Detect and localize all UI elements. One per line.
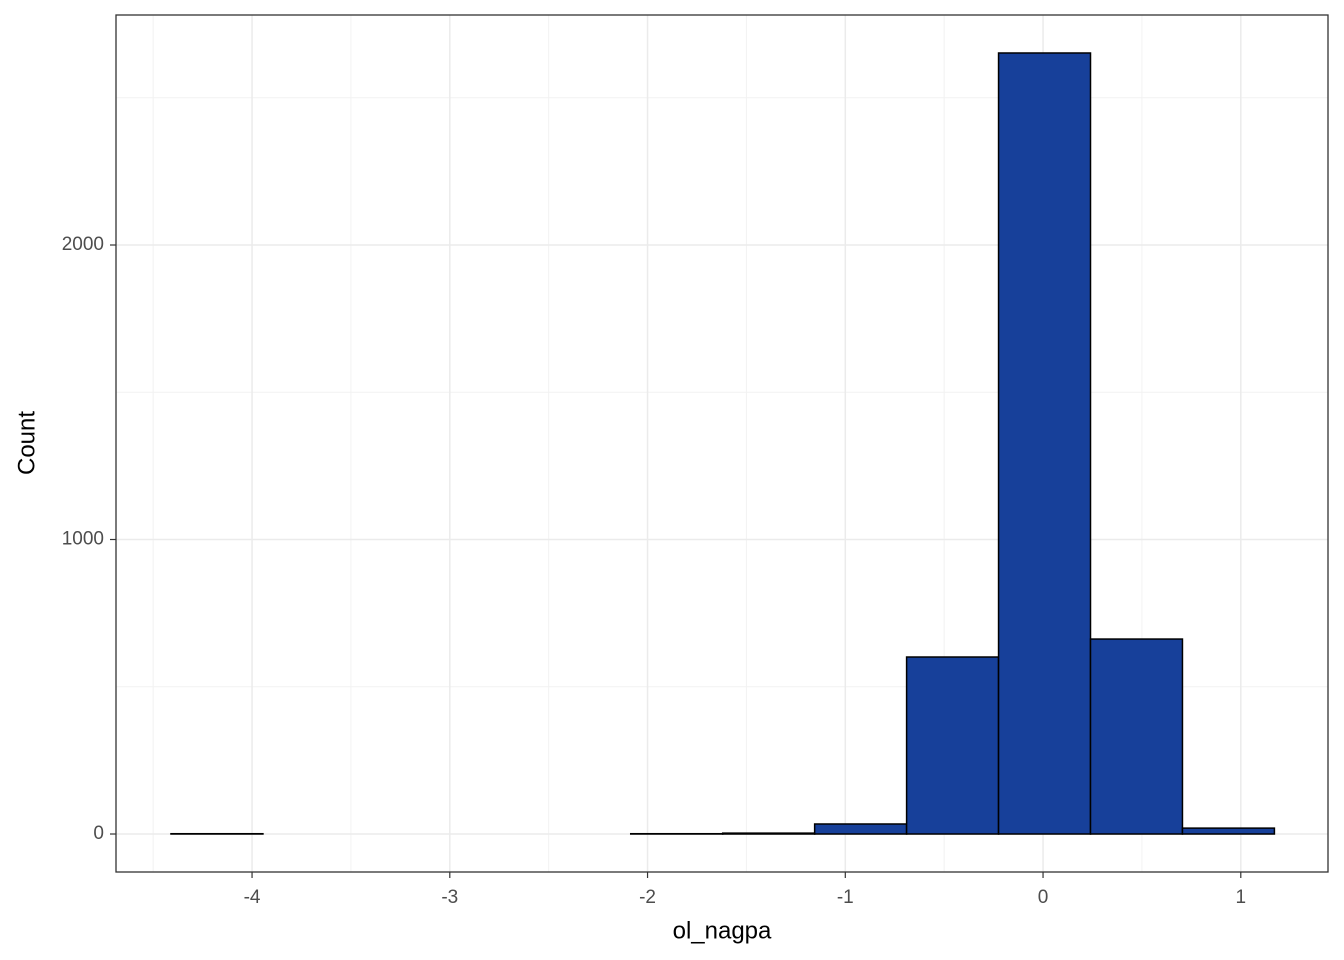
- x-tick-label: -1: [837, 887, 854, 908]
- bar: [997, 52, 1092, 835]
- bar: [905, 656, 1000, 835]
- x-tick-label: -2: [639, 887, 656, 908]
- x-tick-label: 0: [1038, 887, 1049, 908]
- y-tick-label: 0: [93, 823, 104, 844]
- y-axis-label: Count: [13, 411, 40, 475]
- x-axis-label: ol_nagpa: [673, 917, 772, 944]
- y-tick-label: 1000: [62, 529, 104, 550]
- x-tick-label: 1: [1236, 887, 1247, 908]
- bar: [1089, 638, 1184, 835]
- y-tick-label: 2000: [62, 234, 104, 255]
- x-tick-label: -4: [244, 887, 261, 908]
- panel-border: [115, 14, 1329, 873]
- bar: [721, 832, 816, 835]
- x-tick-label: -3: [441, 887, 458, 908]
- bar: [1181, 827, 1276, 835]
- bar: [813, 823, 908, 835]
